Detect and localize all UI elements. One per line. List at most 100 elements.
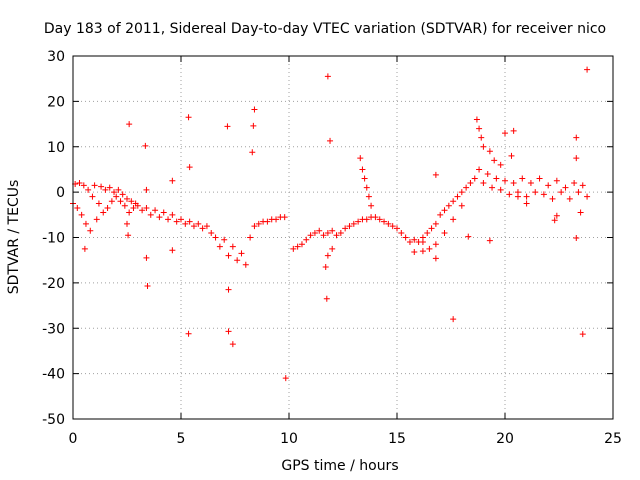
data-point: [216, 243, 223, 250]
data-point: [102, 186, 109, 193]
y-tick-label: 0: [56, 185, 65, 201]
data-point: [221, 236, 228, 243]
data-point: [93, 216, 100, 223]
y-tick-label: 20: [47, 94, 65, 110]
data-point: [124, 220, 130, 227]
y-tick-label: 10: [47, 140, 65, 156]
data-point: [584, 66, 591, 73]
data-point: [545, 182, 552, 189]
data-point: [398, 229, 405, 236]
data-point: [186, 218, 193, 225]
data-point: [573, 155, 580, 162]
data-point: [81, 245, 88, 252]
data-point: [463, 184, 470, 191]
data-point: [389, 223, 396, 230]
data-point: [406, 239, 413, 246]
data-point: [323, 295, 330, 302]
data-point: [432, 241, 439, 248]
data-point: [510, 180, 517, 187]
data-point: [134, 202, 141, 209]
data-point: [467, 180, 474, 187]
y-tick-label: -20: [42, 276, 65, 292]
data-point: [480, 143, 487, 150]
data-point: [575, 189, 582, 196]
data-point: [441, 229, 448, 236]
data-point: [437, 211, 444, 218]
data-point: [76, 180, 83, 187]
x-tick-label: 15: [388, 431, 406, 447]
data-point: [350, 220, 357, 227]
data-point: [290, 245, 297, 252]
data-point: [125, 232, 132, 239]
y-axis-ticks: -50 -40 -30 -20 -10 0 10 20 30: [42, 49, 613, 428]
data-point: [428, 225, 435, 232]
data-point: [282, 375, 289, 382]
data-point: [238, 250, 245, 257]
data-point: [441, 207, 448, 214]
data-point: [169, 177, 176, 184]
data-point: [450, 316, 457, 323]
data-point: [195, 220, 202, 227]
data-point: [549, 195, 556, 202]
data-point: [532, 189, 539, 196]
y-tick-label: -30: [42, 321, 65, 337]
data-point: [454, 193, 461, 200]
data-point: [324, 73, 331, 80]
data-point: [100, 209, 107, 216]
data-point: [502, 130, 508, 137]
x-tick-label: 25: [604, 431, 622, 447]
data-point: [173, 218, 180, 225]
data-point: [394, 225, 400, 232]
data-point: [361, 175, 368, 182]
data-point: [303, 236, 310, 243]
data-point: [536, 175, 543, 182]
data-point: [523, 200, 530, 207]
data-point: [579, 331, 586, 338]
data-point: [478, 134, 485, 141]
data-point: [249, 149, 256, 156]
data-point: [329, 245, 336, 252]
data-point: [264, 218, 271, 225]
data-point: [573, 134, 580, 141]
data-point: [363, 184, 370, 191]
data-point: [119, 191, 126, 198]
data-point: [87, 227, 94, 234]
data-point: [95, 200, 102, 207]
data-point: [74, 205, 81, 212]
data-point: [471, 175, 478, 182]
data-point: [106, 184, 113, 191]
data-point: [476, 166, 483, 173]
data-point: [419, 239, 426, 246]
data-point: [113, 193, 120, 200]
data-point: [577, 209, 584, 216]
data-point: [551, 217, 558, 224]
data-point: [571, 180, 578, 187]
data-point: [508, 152, 515, 159]
data-point: [91, 182, 98, 189]
data-point: [346, 223, 353, 230]
data-point: [250, 122, 257, 129]
x-axis-label: GPS time / hours: [281, 458, 398, 474]
data-point: [445, 202, 452, 209]
data-point: [355, 218, 362, 225]
data-point: [510, 127, 517, 134]
chart-title: Day 183 of 2011, Sidereal Day-to-day VTE…: [44, 21, 606, 37]
data-point: [432, 255, 439, 262]
data-point: [255, 220, 262, 227]
data-point: [342, 225, 349, 232]
data-point: [458, 202, 465, 209]
data-point: [579, 182, 586, 189]
data-point: [519, 175, 526, 182]
data-point: [506, 191, 513, 198]
data-point: [316, 227, 323, 234]
data-point: [489, 184, 496, 191]
data-point: [169, 211, 176, 218]
data-point: [558, 189, 565, 196]
data-point: [108, 198, 115, 205]
data-point: [251, 223, 258, 230]
data-point: [143, 186, 150, 193]
data-point: [411, 249, 418, 256]
data-point: [566, 195, 573, 202]
x-tick-label: 20: [496, 431, 514, 447]
